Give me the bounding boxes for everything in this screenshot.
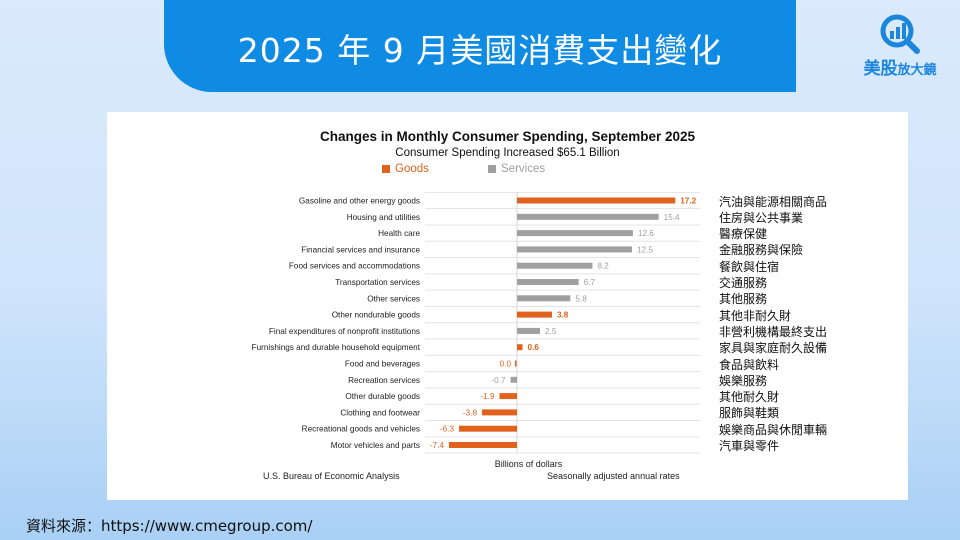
bar-services [517,230,633,237]
category-label: Gasoline and other energy goods [299,197,420,206]
bar-services [517,279,579,285]
bar-chart: Gasoline and other energy goods 17.2 Housi… [252,191,700,454]
source-citation: 資料來源：https://www.cmegroup.com/ [26,517,313,535]
x-axis-label: Billions of dollars [494,459,563,469]
bar-services [517,295,571,302]
category-label: Housing and utilities [347,213,420,222]
category-label: Other services [367,294,420,303]
legend-goods: Goods [382,163,429,175]
legend-goods-swatch [382,165,390,173]
category-label: Transportation services [335,278,420,287]
data-label: 6.7 [584,278,596,287]
category-label-zh: 醫療保健 [719,227,768,242]
bar-goods [517,311,552,318]
bar-services [517,213,659,220]
category-label: Recreational goods and vehicles [302,425,420,434]
category-label-zh: 汽油與能源相關商品 [719,194,828,209]
bar-goods [515,360,517,367]
category-label: Financial services and insurance [301,245,420,254]
category-label-zh: 其他耐久財 [719,390,780,405]
brand-main: 美股 [863,59,898,79]
category-label: Food and beverages [345,360,420,369]
page-title: 2025 年 9 月美國消費支出變化 [237,31,723,70]
category-label-zh: 家具與家庭耐久設備 [719,341,828,356]
legend-goods-label: Goods [395,163,429,175]
category-label-zh: 食品與飲料 [719,357,780,372]
category-label-zh: 住房與公共事業 [719,210,804,225]
brand-name: 美股放大鏡 [850,54,950,79]
category-label-zh: 交通服務 [719,276,768,290]
category-label-zh: 娛樂商品與休閒車輛 [719,422,828,437]
data-label: -3.8 [463,408,478,417]
category-label-zh: 娛樂服務 [719,373,768,388]
category-label-zh: 其他非耐久財 [719,308,792,323]
category-label-zh: 金融服務與保險 [719,243,804,258]
chart-title: Changes in Monthly Consumer Spending, Se… [319,129,696,144]
footnote-left: U.S. Bureau of Economic Analysis [263,471,400,481]
chart-panel: Changes in Monthly Consumer Spending, Se… [107,112,908,500]
data-label: 12.5 [637,245,653,254]
category-label: Other durable goods [345,392,420,401]
bar-goods [517,344,523,351]
data-label: 17.2 [680,197,696,206]
bar-services [517,262,593,269]
bar-goods [517,197,676,204]
chart-subtitle: Consumer Spending Increased $65.1 Billio… [395,147,620,159]
bar-goods [499,393,517,400]
title-banner: 2025 年 9 月美國消費支出變化 [164,0,796,92]
bar-goods [459,425,517,432]
legend-services-swatch [488,165,496,173]
footnote-right: Seasonally adjusted annual rates [547,471,680,481]
legend-services-label: Services [501,163,546,175]
category-label: Clothing and footwear [340,408,420,417]
category-label: Motor vehicles and parts [331,441,420,450]
bar-services [517,327,540,334]
data-label: 2.5 [545,327,557,336]
category-label-zh: 其他服務 [719,292,768,307]
data-label: 12.6 [638,229,654,238]
data-label: -0.7 [491,376,506,385]
data-label: 0.0 [500,360,512,369]
category-label-zh: 非營利機構最終支出 [719,324,828,339]
category-label: Furnishings and durable household equipm… [252,343,421,352]
category-label-zh: 汽車與零件 [719,439,780,453]
bar-goods [448,442,517,448]
category-label: Recreation services [348,376,420,385]
data-label: -1.9 [480,392,495,401]
data-label: 0.6 [528,343,540,352]
bar-goods [482,409,517,416]
brand-logo: 美股放大鏡 [850,12,950,82]
brand-sub: 放大鏡 [897,63,937,78]
data-label: 15.4 [664,213,680,222]
category-label-zh: 服飾與鞋類 [719,406,780,421]
data-label: 5.8 [575,294,587,303]
category-label: Final expenditures of nonprofit institut… [269,327,420,336]
category-label-zh: 餐飲與住宿 [719,259,780,274]
data-label: 3.8 [557,311,569,320]
data-label: -6.3 [440,425,455,434]
category-label: Other nondurable goods [332,311,420,320]
category-label: Health care [378,229,420,238]
category-label: Food services and accommodations [289,262,420,271]
data-label: 8.2 [597,262,609,271]
magnifier-chart-icon [880,14,920,54]
legend-services: Services [488,163,545,175]
bar-services [510,376,517,383]
bar-services [517,246,632,253]
data-label: -7.4 [430,441,445,450]
